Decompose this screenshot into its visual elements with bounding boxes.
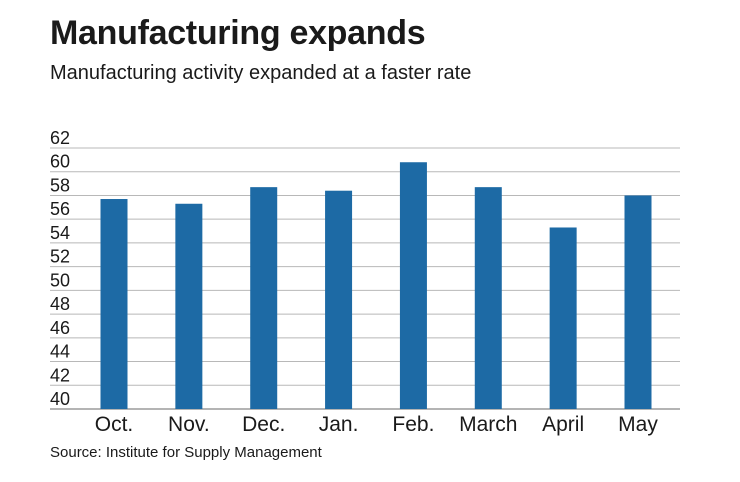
- y-tick-label-46: 46: [50, 318, 70, 338]
- chart-source: Source: Institute for Supply Management: [50, 444, 322, 461]
- x-tick-label-april: April: [542, 413, 584, 436]
- y-tick-label-48: 48: [50, 294, 70, 314]
- x-tick-label-may: May: [618, 413, 658, 436]
- bar-feb: [399, 162, 427, 409]
- y-tick-label-44: 44: [50, 342, 70, 362]
- y-axis-ticks: 40 42 44 46 48 50 52 54 56 58 60 62: [50, 128, 70, 409]
- y-tick-label-56: 56: [50, 199, 70, 219]
- y-tick-label-50: 50: [50, 270, 70, 290]
- y-tick-label-52: 52: [50, 247, 70, 267]
- bar-dec: [250, 187, 278, 409]
- y-tick-label-40: 40: [50, 389, 70, 409]
- x-tick-label-feb: Feb.: [392, 413, 434, 436]
- chart-subtitle: Manufacturing activity expanded at a fas…: [50, 62, 472, 84]
- y-tick-label-58: 58: [50, 175, 70, 195]
- y-tick-label-54: 54: [50, 223, 70, 243]
- bars: [100, 162, 652, 409]
- gridlines: [50, 147, 680, 410]
- bar-jan: [325, 190, 353, 409]
- x-tick-label-oct: Oct.: [95, 413, 134, 436]
- x-tick-label-dec: Dec.: [242, 413, 285, 436]
- x-tick-label-march: March: [459, 413, 517, 436]
- y-tick-label-62: 62: [50, 128, 70, 148]
- x-tick-label-nov: Nov.: [168, 413, 210, 436]
- x-tick-label-jan: Jan.: [319, 413, 359, 436]
- bar-nov: [175, 203, 203, 409]
- bar-may: [624, 195, 652, 409]
- y-tick-label-42: 42: [50, 365, 70, 385]
- bar-april: [549, 227, 577, 409]
- x-axis-ticks: Oct. Nov. Dec. Jan. Feb. March April May: [95, 413, 659, 436]
- chart-title: Manufacturing expands: [50, 14, 426, 52]
- bar-oct: [100, 199, 128, 409]
- bar-march: [474, 187, 502, 409]
- y-tick-label-60: 60: [50, 152, 70, 172]
